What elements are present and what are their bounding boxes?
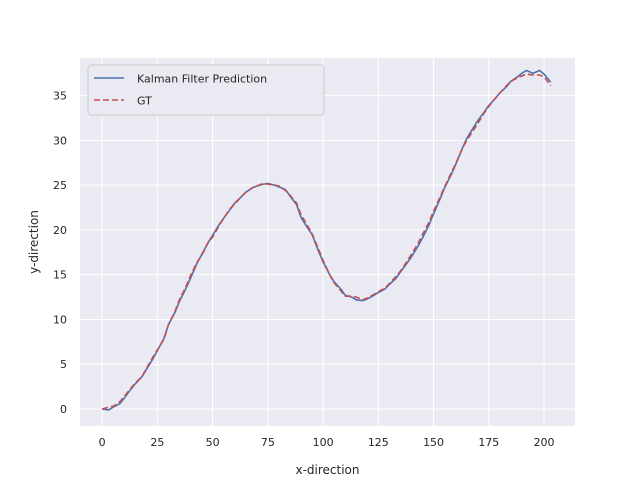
x-tick-label: 50 — [206, 436, 220, 449]
y-tick-label: 35 — [53, 90, 67, 103]
y-tick-label: 20 — [53, 224, 67, 237]
x-tick-label: 100 — [313, 436, 334, 449]
y-tick-label: 25 — [53, 179, 67, 192]
y-tick-label: 0 — [60, 403, 67, 416]
y-axis-label: y-direction — [27, 210, 41, 274]
x-tick-labels: 0 25 50 75 100 125 150 175 200 — [99, 436, 555, 449]
series-layer — [101, 69, 552, 411]
series-line-gt — [101, 73, 552, 410]
y-tick-label: 15 — [53, 269, 67, 282]
x-axis-label: x-direction — [295, 463, 359, 477]
x-tick-label: 25 — [150, 436, 164, 449]
x-tick-label: 150 — [423, 436, 444, 449]
legend-label-prediction: Kalman Filter Prediction — [137, 73, 267, 86]
y-tick-labels: 0 5 10 15 20 25 30 35 — [53, 90, 67, 416]
legend-box — [87, 64, 325, 116]
grid — [80, 58, 575, 426]
x-tick-label: 175 — [478, 436, 499, 449]
x-tick-label: 75 — [261, 436, 275, 449]
y-tick-label: 30 — [53, 134, 67, 147]
y-tick-label: 10 — [53, 313, 67, 326]
x-tick-label: 200 — [534, 436, 555, 449]
legend: Kalman Filter Prediction GT — [87, 64, 325, 116]
legend-label-gt: GT — [137, 95, 152, 108]
x-tick-label: 0 — [99, 436, 106, 449]
x-tick-label: 125 — [368, 436, 389, 449]
y-tick-label: 5 — [60, 358, 67, 371]
